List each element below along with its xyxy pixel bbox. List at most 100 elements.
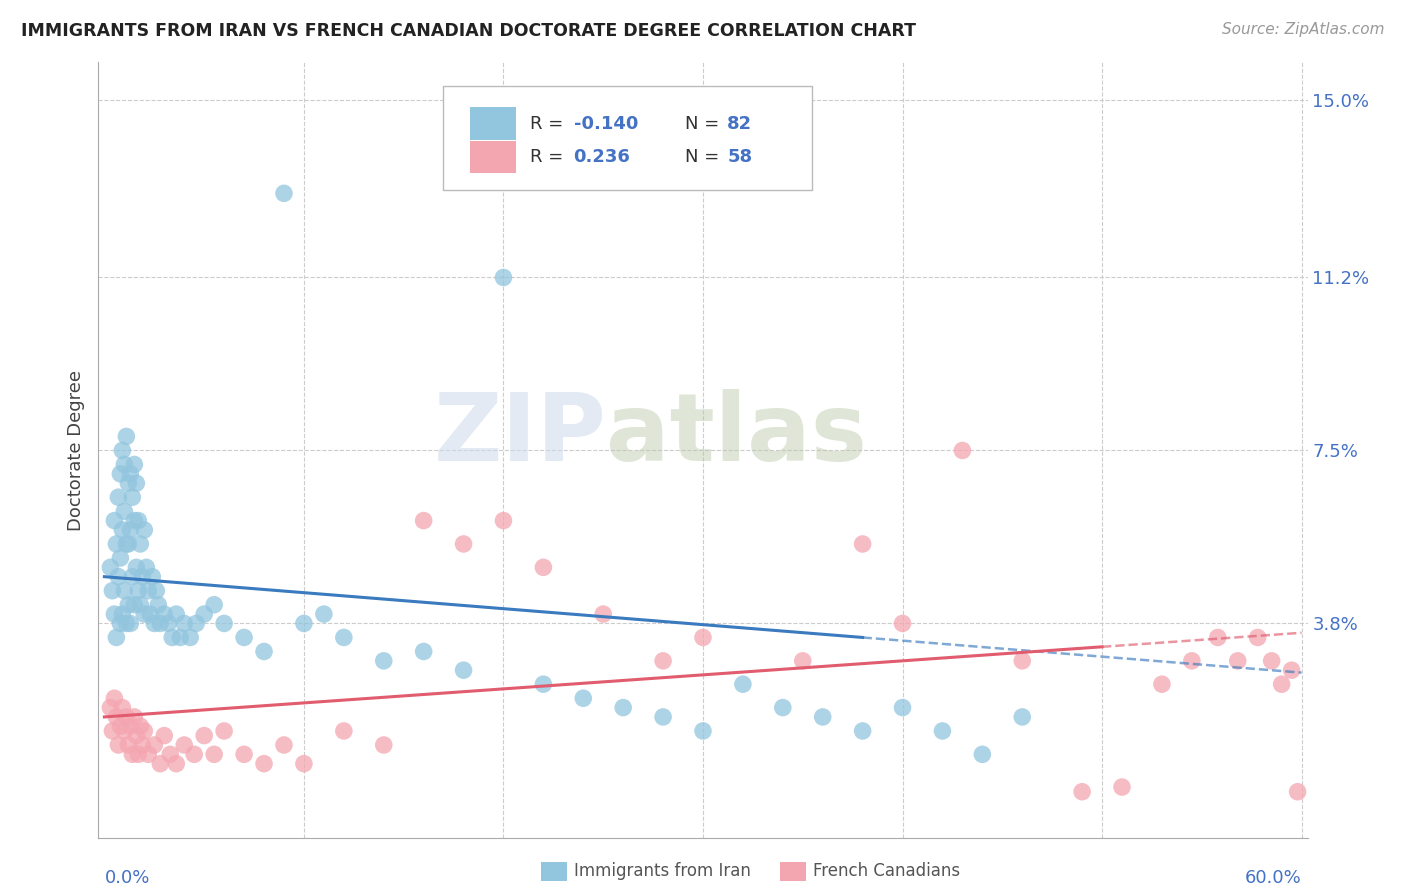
Point [811, 710, 834, 724]
Point [100, 560, 122, 574]
Point [134, 523, 156, 537]
Point [972, 747, 994, 762]
Point [110, 467, 132, 481]
Point [212, 616, 235, 631]
Text: 58: 58 [727, 148, 752, 166]
Point [1011, 654, 1033, 668]
Point [233, 747, 256, 762]
Point [105, 537, 128, 551]
Point [1281, 663, 1303, 677]
Point [373, 738, 395, 752]
Point [193, 607, 215, 621]
Text: N =: N = [685, 148, 725, 166]
Point [1226, 654, 1249, 668]
Point [202, 747, 225, 762]
Point [127, 583, 149, 598]
Point [186, 616, 208, 631]
Point [112, 583, 135, 598]
Point [103, 514, 125, 528]
Point [136, 747, 159, 762]
Point [145, 583, 167, 598]
Point [124, 514, 146, 528]
Point [453, 537, 475, 551]
Point [110, 719, 132, 733]
Point [273, 738, 295, 752]
Point [1111, 780, 1133, 794]
Text: 0.236: 0.236 [574, 148, 630, 166]
Point [165, 607, 187, 621]
Text: 0.0%: 0.0% [104, 869, 150, 887]
Point [117, 598, 139, 612]
Point [149, 756, 172, 771]
Point [124, 598, 146, 612]
Point [931, 723, 953, 738]
Text: atlas: atlas [606, 389, 868, 481]
Point [112, 723, 135, 738]
Point [115, 710, 138, 724]
Point [852, 723, 875, 738]
Point [117, 738, 139, 752]
Point [101, 723, 124, 738]
Point [202, 598, 225, 612]
Point [852, 537, 875, 551]
Point [692, 723, 714, 738]
Point [134, 723, 156, 738]
Bar [470, 141, 516, 173]
Text: French Canadians: French Canadians [813, 863, 960, 880]
Point [131, 570, 153, 584]
Point [115, 616, 138, 631]
Point [103, 607, 125, 621]
Point [120, 616, 142, 631]
Text: -0.140: -0.140 [574, 115, 638, 133]
Point [127, 747, 149, 762]
Point [292, 756, 315, 771]
Point [129, 537, 152, 551]
Point [135, 560, 157, 574]
Point [531, 677, 554, 691]
Point [134, 607, 156, 621]
Point [193, 729, 215, 743]
Point [169, 631, 191, 645]
Point [112, 458, 135, 472]
Point [148, 598, 170, 612]
Point [111, 443, 134, 458]
Text: Source: ZipAtlas.com: Source: ZipAtlas.com [1222, 22, 1385, 37]
Point [107, 490, 129, 504]
Point [125, 476, 148, 491]
Text: Immigrants from Iran: Immigrants from Iran [574, 863, 751, 880]
Point [136, 583, 159, 598]
Point [124, 710, 146, 724]
Point [292, 616, 315, 631]
Point [131, 738, 153, 752]
Point [173, 738, 195, 752]
Point [157, 616, 180, 631]
Point [492, 270, 515, 285]
Point [692, 631, 714, 645]
Point [120, 523, 142, 537]
Point [179, 631, 201, 645]
Point [103, 691, 125, 706]
Y-axis label: Doctorate Degree: Doctorate Degree [66, 370, 84, 531]
Point [149, 616, 172, 631]
Point [1260, 654, 1282, 668]
Point [115, 429, 138, 443]
Point [253, 756, 276, 771]
Point [233, 631, 256, 645]
Point [453, 663, 475, 677]
Point [273, 186, 295, 201]
Point [143, 738, 166, 752]
Point [153, 729, 176, 743]
Point [333, 723, 356, 738]
Point [105, 710, 128, 724]
Point [792, 654, 814, 668]
Text: R =: R = [530, 115, 569, 133]
Point [124, 458, 146, 472]
Text: 60.0%: 60.0% [1244, 869, 1302, 887]
Point [950, 443, 973, 458]
Point [111, 523, 134, 537]
Text: 82: 82 [727, 115, 752, 133]
Point [120, 467, 142, 481]
Point [173, 616, 195, 631]
Point [110, 551, 132, 566]
Point [373, 654, 395, 668]
